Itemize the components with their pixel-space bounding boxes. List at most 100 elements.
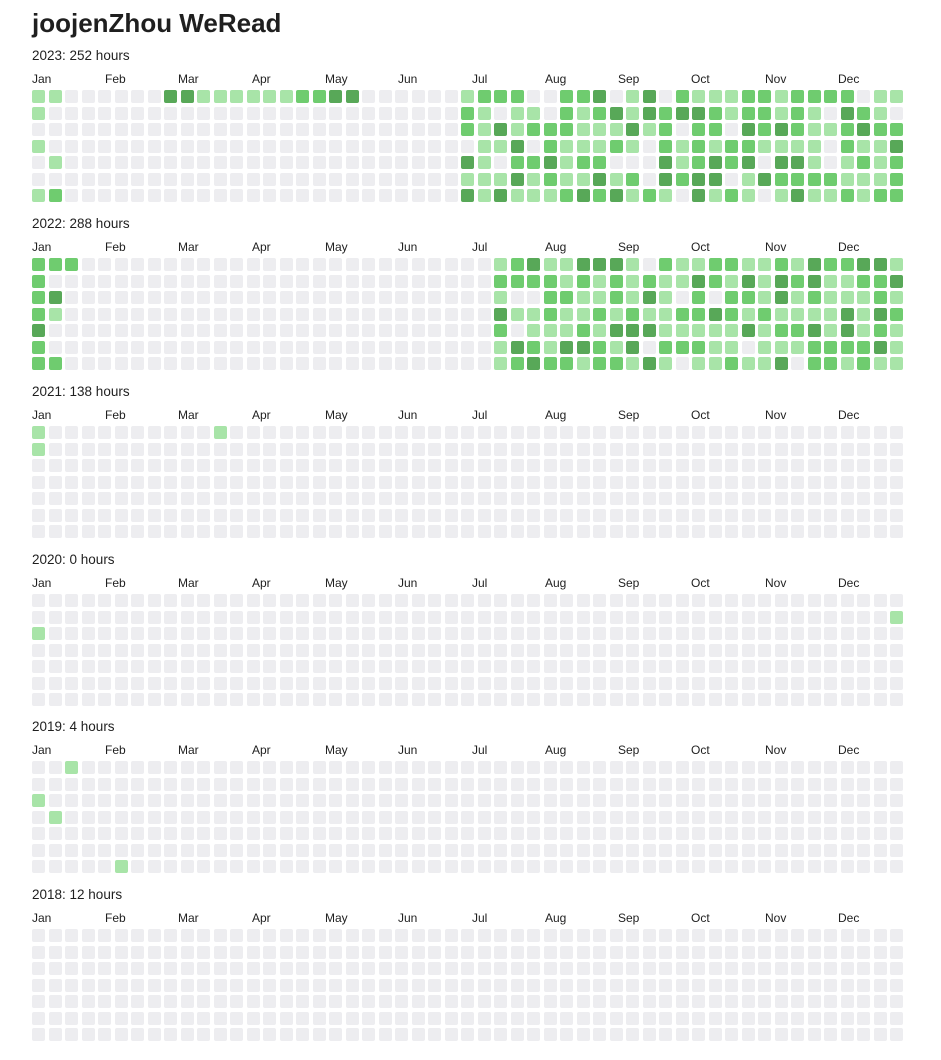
heatmap-cell [230, 843, 243, 857]
heatmap-cell [873, 1028, 887, 1041]
heatmap-cell [675, 945, 689, 959]
heatmap-cell [774, 123, 788, 136]
heatmap-cell [725, 643, 738, 657]
heatmap-cell [708, 660, 722, 673]
heatmap-cell [675, 258, 689, 271]
heatmap-cell [708, 324, 722, 337]
heatmap-cell [164, 676, 177, 690]
heatmap-cell [180, 860, 194, 873]
heatmap-cell [131, 860, 144, 873]
heatmap-cell [312, 475, 326, 489]
heatmap-cell [345, 676, 359, 690]
heatmap-cell [164, 945, 177, 959]
heatmap-cell [444, 189, 458, 202]
heatmap-cell [857, 627, 870, 640]
heatmap-cell [593, 340, 606, 354]
heatmap-cell [246, 794, 260, 807]
heatmap-cell [890, 340, 903, 354]
heatmap-cell [675, 274, 689, 288]
heatmap-cell [32, 357, 45, 370]
heatmap-cell [246, 660, 260, 673]
heatmap-cell [725, 627, 738, 640]
heatmap-cell [527, 274, 540, 288]
heatmap-cell [312, 978, 326, 992]
heatmap-cell [807, 761, 821, 774]
heatmap-cell [279, 508, 293, 522]
heatmap-cell [378, 459, 392, 472]
heatmap-cell [725, 660, 738, 673]
heatmap-cell [857, 258, 870, 271]
heatmap-cell [164, 475, 177, 489]
heatmap-cell [428, 106, 441, 120]
heatmap-cell [213, 106, 227, 120]
heatmap-cell [197, 794, 210, 807]
heatmap-cell [543, 643, 557, 657]
heatmap-cell [263, 676, 276, 690]
heatmap-cell [576, 475, 590, 489]
heatmap-cell [741, 627, 755, 640]
heatmap-cell [626, 274, 639, 288]
heatmap-cell [32, 274, 45, 288]
heatmap-cell [609, 189, 623, 202]
heatmap-cell [213, 929, 227, 942]
heatmap-cell [32, 962, 45, 975]
heatmap-cell [279, 995, 293, 1008]
heatmap-cell [807, 106, 821, 120]
heatmap-cell [725, 1011, 738, 1025]
heatmap-cell [345, 90, 359, 103]
heatmap-cell [510, 189, 524, 202]
heatmap-cell [329, 676, 342, 690]
heatmap-cell [477, 594, 491, 607]
heatmap-cell [659, 962, 672, 975]
month-label: Jun [398, 72, 418, 86]
heatmap-cell [147, 945, 161, 959]
heatmap-cell [576, 508, 590, 522]
heatmap-cell [675, 172, 689, 186]
heatmap-cell [461, 962, 474, 975]
heatmap-cell [494, 340, 507, 354]
heatmap-cell [857, 929, 870, 942]
heatmap-cell [395, 1028, 408, 1041]
heatmap-cell [857, 508, 870, 522]
heatmap-cell [461, 627, 474, 640]
heatmap-cell [32, 291, 45, 304]
heatmap-cell [659, 594, 672, 607]
heatmap-cell [543, 123, 557, 136]
heatmap-cell [890, 945, 903, 959]
heatmap-cell [32, 643, 45, 657]
heatmap-cell [461, 307, 474, 321]
heatmap-cell [230, 90, 243, 103]
heatmap-cell [428, 1028, 441, 1041]
heatmap-cell [494, 761, 507, 774]
heatmap-cell [807, 189, 821, 202]
heatmap-cell [279, 156, 293, 169]
heatmap-cell [642, 843, 656, 857]
heatmap-cell [312, 594, 326, 607]
heatmap-cell [164, 794, 177, 807]
heatmap-cell [626, 777, 639, 791]
heatmap-cell [345, 172, 359, 186]
heatmap-cell [774, 777, 788, 791]
heatmap-cell [32, 106, 45, 120]
heatmap-cell [428, 123, 441, 136]
heatmap-cell [461, 594, 474, 607]
heatmap-cell [510, 794, 524, 807]
heatmap-cell [593, 139, 606, 153]
heatmap-cell [494, 995, 507, 1008]
heatmap-cell [32, 492, 45, 505]
heatmap-cell [593, 794, 606, 807]
heatmap-cell [758, 843, 771, 857]
heatmap-cell [494, 459, 507, 472]
heatmap-cell [444, 307, 458, 321]
heatmap-cell [180, 324, 194, 337]
heatmap-cell [791, 139, 804, 153]
heatmap-cell [65, 693, 78, 706]
month-label: May [325, 911, 348, 925]
heatmap-cell [741, 827, 755, 840]
heatmap-cell [411, 525, 425, 538]
heatmap-cell [675, 627, 689, 640]
heatmap-cell [890, 123, 903, 136]
heatmap-cell [890, 761, 903, 774]
heatmap-cell [411, 860, 425, 873]
heatmap-cell [791, 508, 804, 522]
